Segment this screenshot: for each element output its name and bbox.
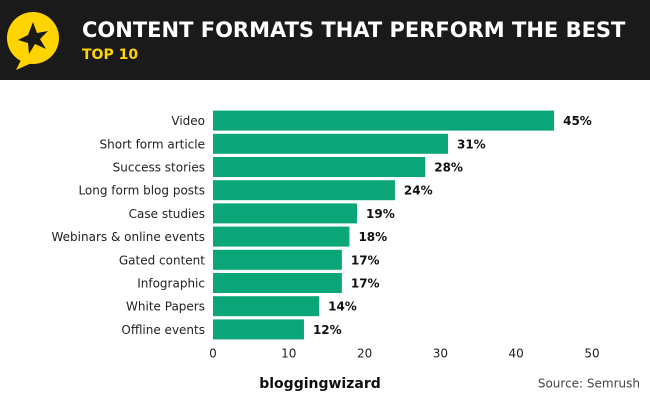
bar	[213, 180, 395, 201]
y-tick-label: Webinars & online events	[52, 230, 205, 244]
bar	[213, 133, 448, 154]
chart-subtitle: TOP 10	[82, 47, 138, 63]
header-band	[0, 0, 650, 80]
logo-icon	[7, 12, 59, 70]
x-tick-label: 20	[357, 347, 372, 361]
y-tick-label: Case studies	[129, 207, 205, 221]
brand: bloggingwizard	[259, 376, 381, 392]
x-tick-label: 0	[209, 347, 217, 361]
bar	[213, 296, 320, 317]
bar	[213, 157, 426, 177]
value-label: 31%	[457, 137, 486, 151]
x-tick-label: 50	[584, 347, 599, 361]
y-tick-label: Gated content	[119, 253, 205, 267]
y-tick-label: Infographic	[137, 277, 205, 291]
value-label: 19%	[366, 207, 395, 221]
y-tick-label: Video	[171, 114, 205, 128]
y-tick-label: Short form article	[100, 137, 205, 151]
value-label: 17%	[351, 277, 380, 291]
bar	[213, 273, 342, 293]
bar	[213, 249, 342, 270]
x-tick-label: 10	[281, 347, 296, 361]
bar	[213, 203, 358, 224]
source: Source: Semrush	[538, 377, 640, 391]
bar	[213, 226, 350, 247]
y-tick-label: Offline events	[121, 323, 205, 337]
x-tick-label: 40	[509, 347, 524, 361]
value-label: 17%	[351, 253, 380, 267]
value-label: 28%	[434, 161, 463, 175]
value-label: 18%	[358, 230, 387, 244]
y-tick-label: White Papers	[126, 300, 205, 314]
x-tick-label: 30	[433, 347, 448, 361]
value-label: 45%	[563, 114, 592, 128]
bar	[213, 110, 555, 131]
bar	[213, 319, 304, 340]
chart-title: CONTENT FORMATS THAT PERFORM THE BEST	[82, 18, 626, 42]
value-label: 14%	[328, 300, 357, 314]
y-tick-label: Success stories	[113, 161, 205, 175]
value-label: 24%	[404, 184, 433, 198]
y-tick-label: Long form blog posts	[78, 184, 205, 198]
value-label: 12%	[313, 323, 342, 337]
